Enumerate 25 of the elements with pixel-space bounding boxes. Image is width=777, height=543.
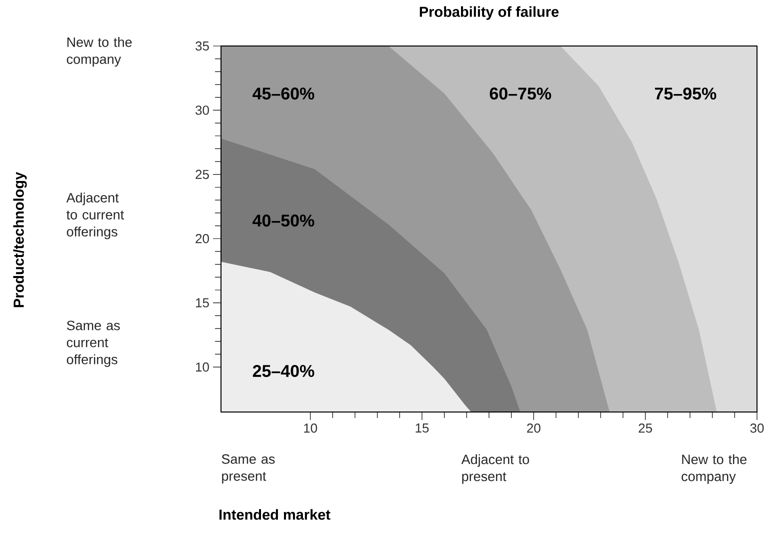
text: Same as current offerings bbox=[66, 320, 120, 367]
x-tick-label: 15 bbox=[416, 424, 429, 433]
text: New to the company bbox=[682, 454, 747, 484]
y-tick-label: 30 bbox=[196, 106, 209, 115]
x-tick-label: 25 bbox=[638, 424, 652, 433]
y-tick-label: 15 bbox=[196, 298, 209, 308]
text: Intended market bbox=[219, 509, 330, 520]
x-tick-label: 30 bbox=[750, 424, 764, 433]
y-tick-label: 20 bbox=[196, 234, 209, 244]
chart-title: Probability of failure bbox=[420, 6, 559, 20]
annotation: 60–75% bbox=[490, 88, 552, 100]
annotation: 40–50% bbox=[252, 214, 314, 227]
annotation: 45–60% bbox=[252, 88, 314, 100]
text: New to the company bbox=[66, 37, 132, 67]
text: Product/technology bbox=[13, 172, 27, 308]
y-tick-label: 35 bbox=[196, 41, 209, 51]
x-tick-label: 10 bbox=[304, 424, 318, 433]
annotation: 75–95% bbox=[655, 88, 716, 100]
text: Same as present bbox=[222, 454, 275, 484]
x-tick-label: 20 bbox=[527, 424, 540, 433]
text: Adjacent to current offerings bbox=[66, 192, 124, 240]
text: Adjacent to present bbox=[461, 454, 530, 484]
annotation: 25–40% bbox=[252, 364, 314, 378]
y-tick-label: 10 bbox=[196, 362, 209, 372]
y-tick-label: 25 bbox=[196, 170, 209, 180]
